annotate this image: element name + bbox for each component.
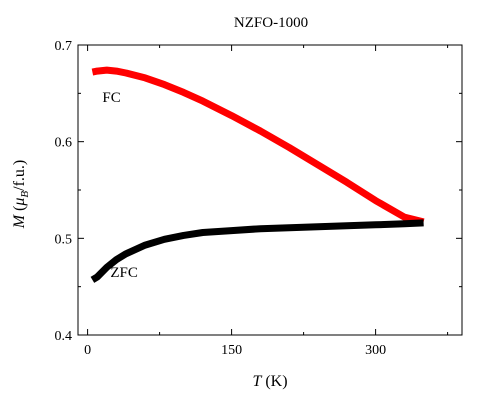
series-line-zfc — [90, 219, 424, 283]
y-tick-label: 0.5 — [55, 232, 73, 247]
plot-frame — [77, 44, 463, 336]
plot-area: 0 150 300 0.4 0.5 0.6 0.7 FC ZFC — [55, 39, 463, 358]
y-axis-subscript: B — [19, 191, 31, 198]
y-tick-label: 0.7 — [55, 39, 73, 54]
x-tick-label: 300 — [365, 343, 386, 358]
annotation-fc: FC — [102, 90, 120, 106]
y-axis-mu: μ — [11, 198, 28, 207]
chart-title: NZFO-1000 — [234, 15, 308, 31]
x-axis-label: T (K) — [252, 373, 287, 390]
x-axis-unit: (K) — [261, 373, 287, 390]
x-tick-label: 0 — [84, 343, 91, 358]
y-axis-unit: /f.u.) — [11, 160, 28, 191]
annotation-zfc: ZFC — [110, 265, 138, 281]
y-tick-label: 0.4 — [55, 329, 73, 344]
y-axis-label: M (μB/f.u.) — [11, 160, 31, 230]
x-tick-label: 150 — [221, 343, 242, 358]
y-tick-label: 0.6 — [55, 136, 73, 151]
x-axis-symbol: T — [252, 373, 262, 390]
y-axis-open: ( — [11, 206, 28, 215]
y-axis-symbol: M — [11, 213, 28, 229]
series-line-fc — [91, 66, 425, 226]
